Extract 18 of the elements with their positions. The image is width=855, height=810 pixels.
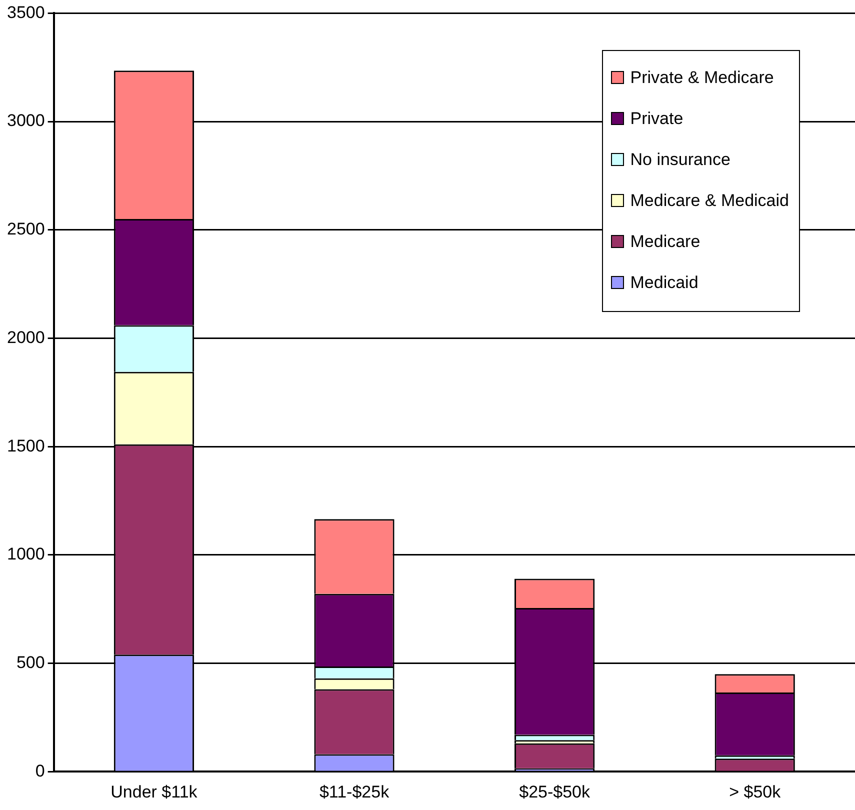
y-tick-label: 3000 <box>6 111 45 130</box>
legend-label: No insurance <box>630 150 730 170</box>
x-tick-label: $11-$25k <box>319 782 390 802</box>
y-tick-label: 1000 <box>6 544 45 564</box>
legend-label: Medicare <box>630 232 700 252</box>
x-tick-label: > $50k <box>729 782 782 802</box>
x-tick-label: $25-$50k <box>519 782 590 802</box>
y-tick-label: 2000 <box>6 328 45 347</box>
y-tick-label: 1500 <box>6 436 45 456</box>
y-tick-label: 0 <box>35 761 45 780</box>
legend-label: Private & Medicare <box>630 68 774 88</box>
legend-label: Private <box>630 108 684 128</box>
legend-label: Medicare & Medicaid <box>630 190 789 210</box>
legend-label: Medicaid <box>630 272 698 292</box>
y-tick-label: 3500 <box>6 2 45 22</box>
y-tick-label: 500 <box>16 652 45 672</box>
y-tick-label: 2500 <box>6 220 45 239</box>
x-tick-label: Under $11k <box>110 782 198 802</box>
